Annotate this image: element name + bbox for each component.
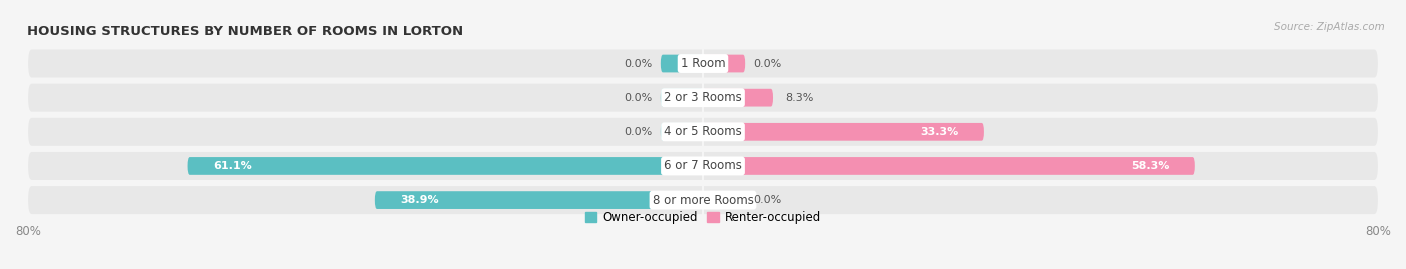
Text: 8 or more Rooms: 8 or more Rooms xyxy=(652,194,754,207)
FancyBboxPatch shape xyxy=(28,49,1378,77)
Text: HOUSING STRUCTURES BY NUMBER OF ROOMS IN LORTON: HOUSING STRUCTURES BY NUMBER OF ROOMS IN… xyxy=(27,25,463,38)
FancyBboxPatch shape xyxy=(703,89,773,107)
FancyBboxPatch shape xyxy=(703,157,1195,175)
Text: 38.9%: 38.9% xyxy=(401,195,439,205)
FancyBboxPatch shape xyxy=(703,55,745,72)
FancyBboxPatch shape xyxy=(661,89,703,107)
Text: 1 Room: 1 Room xyxy=(681,57,725,70)
FancyBboxPatch shape xyxy=(28,186,1378,214)
Text: 0.0%: 0.0% xyxy=(624,93,652,103)
FancyBboxPatch shape xyxy=(661,123,703,141)
FancyBboxPatch shape xyxy=(28,84,1378,112)
Text: 61.1%: 61.1% xyxy=(212,161,252,171)
Text: 2 or 3 Rooms: 2 or 3 Rooms xyxy=(664,91,742,104)
Text: 0.0%: 0.0% xyxy=(624,127,652,137)
Text: 0.0%: 0.0% xyxy=(624,59,652,69)
FancyBboxPatch shape xyxy=(28,152,1378,180)
Text: 6 or 7 Rooms: 6 or 7 Rooms xyxy=(664,160,742,172)
Text: 0.0%: 0.0% xyxy=(754,59,782,69)
Text: Source: ZipAtlas.com: Source: ZipAtlas.com xyxy=(1274,22,1385,31)
Legend: Owner-occupied, Renter-occupied: Owner-occupied, Renter-occupied xyxy=(579,206,827,229)
FancyBboxPatch shape xyxy=(703,123,984,141)
Text: 8.3%: 8.3% xyxy=(786,93,814,103)
FancyBboxPatch shape xyxy=(375,191,703,209)
Text: 4 or 5 Rooms: 4 or 5 Rooms xyxy=(664,125,742,138)
FancyBboxPatch shape xyxy=(661,55,703,72)
Text: 33.3%: 33.3% xyxy=(921,127,959,137)
FancyBboxPatch shape xyxy=(703,191,745,209)
FancyBboxPatch shape xyxy=(28,118,1378,146)
FancyBboxPatch shape xyxy=(187,157,703,175)
Text: 58.3%: 58.3% xyxy=(1132,161,1170,171)
Text: 0.0%: 0.0% xyxy=(754,195,782,205)
